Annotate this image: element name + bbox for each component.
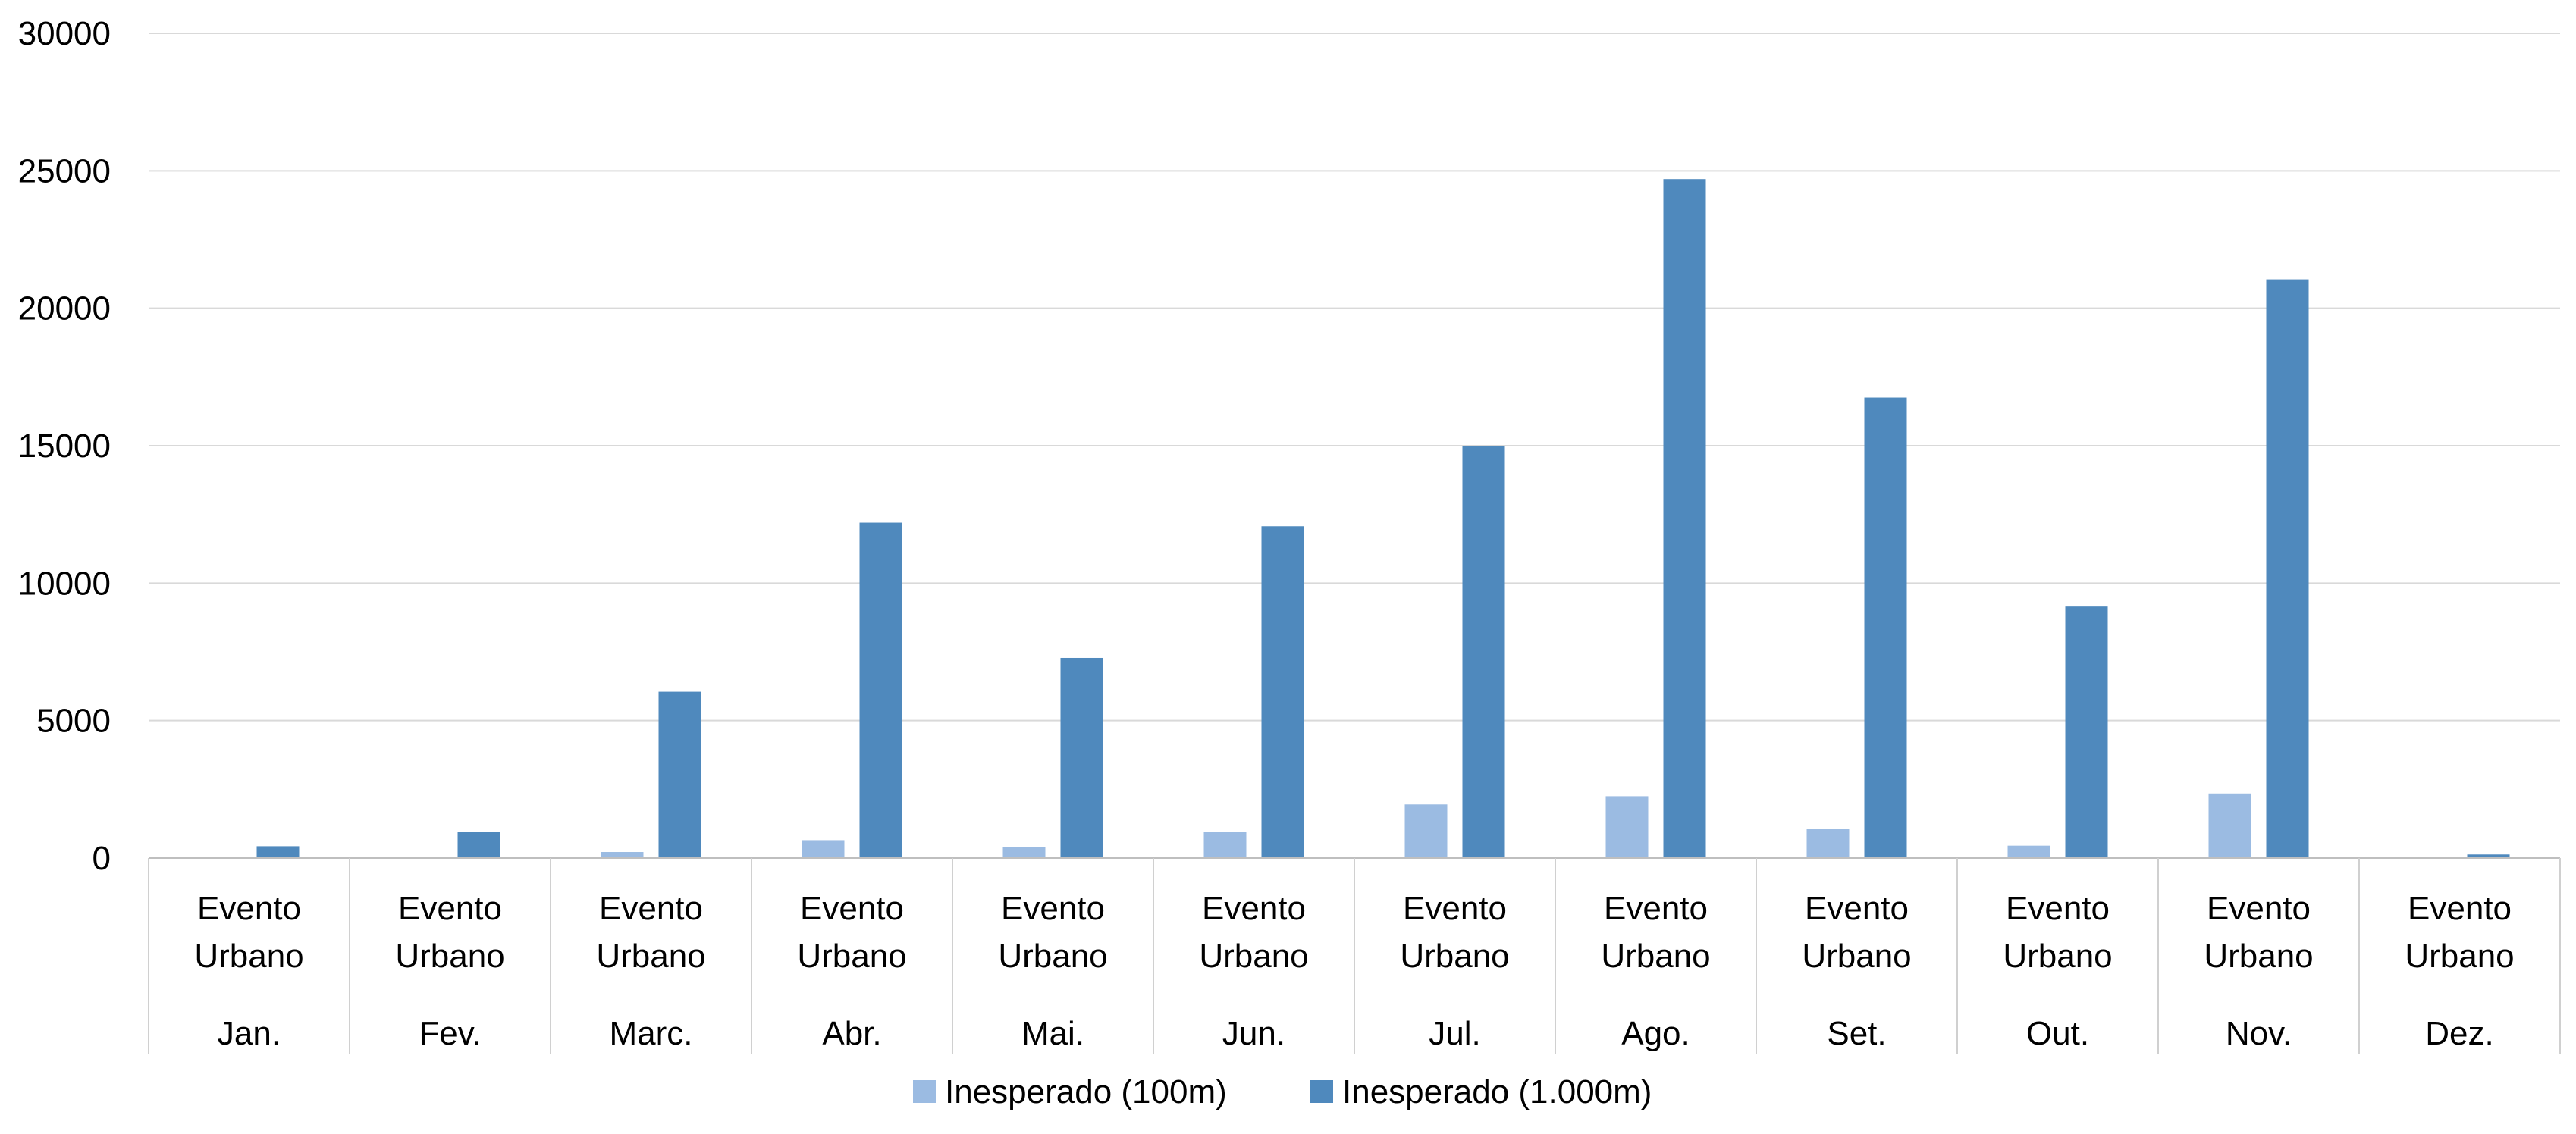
- category-label: Evento Urbano: [1601, 890, 1710, 975]
- category-label: Evento Urbano: [1802, 890, 1911, 975]
- bar-inesperado-100m-3: [802, 840, 845, 858]
- category-label: Evento Urbano: [998, 890, 1107, 975]
- bar-inesperado-1000m-10: [2266, 279, 2309, 858]
- month-label: Out.: [2026, 1015, 2089, 1052]
- month-label: Jan.: [218, 1015, 281, 1052]
- bar-inesperado-1000m-5: [1261, 526, 1304, 858]
- legend: Inesperado (100m) Inesperado (1.000m): [913, 1073, 1652, 1111]
- y-tick-label: 30000: [18, 15, 111, 52]
- category-label: Evento Urbano: [1400, 890, 1509, 975]
- bar-inesperado-1000m-4: [1060, 657, 1103, 858]
- month-label: Marc.: [610, 1015, 693, 1052]
- bar-inesperado-1000m-11: [2467, 854, 2510, 858]
- category-label: Evento Urbano: [1199, 890, 1308, 975]
- y-tick-label: 0: [93, 840, 111, 877]
- bar-inesperado-100m-5: [1203, 832, 1247, 858]
- month-label: Nov.: [2226, 1015, 2292, 1052]
- category-label: Evento Urbano: [797, 890, 906, 975]
- bar-inesperado-100m-4: [1002, 847, 1046, 858]
- legend-label: Inesperado (100m): [945, 1073, 1227, 1111]
- bar-inesperado-100m-2: [601, 852, 644, 858]
- bar-inesperado-1000m-6: [1462, 446, 1505, 858]
- bar-inesperado-100m-6: [1404, 804, 1448, 858]
- y-axis-tick-labels: 0 5000 10000 15000 20000 25000 30000: [18, 15, 111, 877]
- month-label: Fev.: [419, 1015, 481, 1052]
- bar-inesperado-1000m-9: [2065, 606, 2108, 858]
- bar-inesperado-1000m-2: [658, 691, 701, 858]
- y-tick-label: 5000: [36, 703, 111, 740]
- month-label: Mai.: [1021, 1015, 1084, 1052]
- category-label: Evento Urbano: [596, 890, 705, 975]
- category-label: Evento Urbano: [2204, 890, 2313, 975]
- bar-inesperado-1000m-1: [457, 832, 500, 858]
- category-label: Evento Urbano: [2003, 890, 2112, 975]
- bar-inesperado-100m-10: [2208, 793, 2251, 858]
- bar-inesperado-100m-8: [1806, 829, 1850, 858]
- bar-inesperado-100m-9: [2007, 845, 2050, 858]
- category-label: Evento Urbano: [395, 890, 504, 975]
- month-label: Set.: [1827, 1015, 1886, 1052]
- y-tick-label: 25000: [18, 152, 111, 190]
- y-tick-label: 20000: [18, 290, 111, 327]
- month-label: Abr.: [822, 1015, 881, 1052]
- category-label: Evento Urbano: [2405, 890, 2514, 975]
- month-label: Jul.: [1429, 1015, 1480, 1052]
- legend-swatch: [913, 1080, 936, 1103]
- y-tick-label: 10000: [18, 565, 111, 602]
- month-label: Jun.: [1222, 1015, 1285, 1052]
- bar-inesperado-1000m-3: [859, 522, 902, 858]
- month-label: Ago.: [1621, 1015, 1690, 1052]
- month-label: Dez.: [2425, 1015, 2493, 1052]
- y-tick-label: 15000: [18, 428, 111, 465]
- bar-inesperado-1000m-7: [1663, 179, 1706, 859]
- bar-inesperado-1000m-8: [1864, 397, 1907, 858]
- x-axis: Evento Urbano Jan. Evento Urbano Fev. Evento Ur…: [148, 857, 2561, 1054]
- bar-inesperado-100m-7: [1605, 796, 1649, 858]
- bars: [199, 179, 2510, 859]
- legend-label: Inesperado (1.000m): [1342, 1073, 1652, 1111]
- legend-swatch: [1310, 1080, 1333, 1103]
- category-label: Evento Urbano: [194, 890, 303, 975]
- bar-inesperado-1000m-0: [256, 846, 300, 858]
